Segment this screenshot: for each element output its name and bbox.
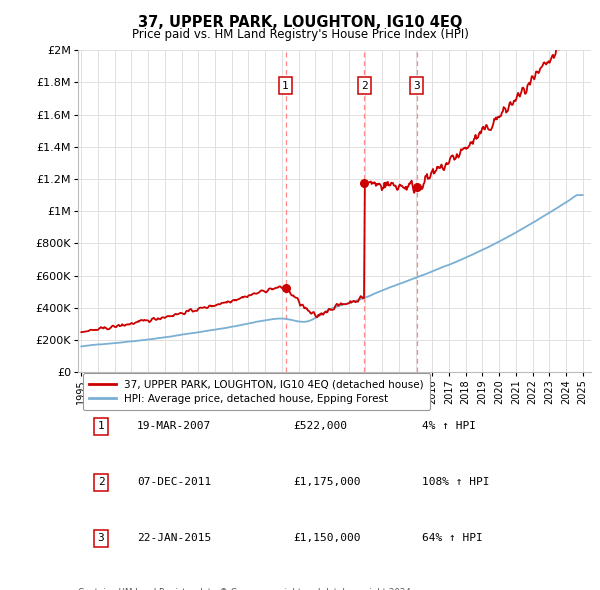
Text: 2: 2: [98, 477, 104, 487]
Text: 3: 3: [413, 81, 420, 91]
Text: 1: 1: [98, 421, 104, 431]
Text: 1: 1: [282, 81, 289, 91]
Text: 19-MAR-2007: 19-MAR-2007: [137, 421, 211, 431]
Text: 2: 2: [361, 81, 368, 91]
Text: Price paid vs. HM Land Registry's House Price Index (HPI): Price paid vs. HM Land Registry's House …: [131, 28, 469, 41]
Legend: 37, UPPER PARK, LOUGHTON, IG10 4EQ (detached house), HPI: Average price, detache: 37, UPPER PARK, LOUGHTON, IG10 4EQ (deta…: [83, 373, 430, 410]
Text: 07-DEC-2011: 07-DEC-2011: [137, 477, 211, 487]
Text: 4% ↑ HPI: 4% ↑ HPI: [422, 421, 476, 431]
Text: Contains HM Land Registry data © Crown copyright and database right 2024.: Contains HM Land Registry data © Crown c…: [78, 588, 413, 590]
Text: 37, UPPER PARK, LOUGHTON, IG10 4EQ: 37, UPPER PARK, LOUGHTON, IG10 4EQ: [138, 15, 462, 30]
Text: £522,000: £522,000: [293, 421, 347, 431]
Text: £1,150,000: £1,150,000: [293, 533, 361, 543]
Text: £1,175,000: £1,175,000: [293, 477, 361, 487]
Text: 108% ↑ HPI: 108% ↑ HPI: [422, 477, 489, 487]
Text: 22-JAN-2015: 22-JAN-2015: [137, 533, 211, 543]
Text: 64% ↑ HPI: 64% ↑ HPI: [422, 533, 482, 543]
Text: 3: 3: [98, 533, 104, 543]
